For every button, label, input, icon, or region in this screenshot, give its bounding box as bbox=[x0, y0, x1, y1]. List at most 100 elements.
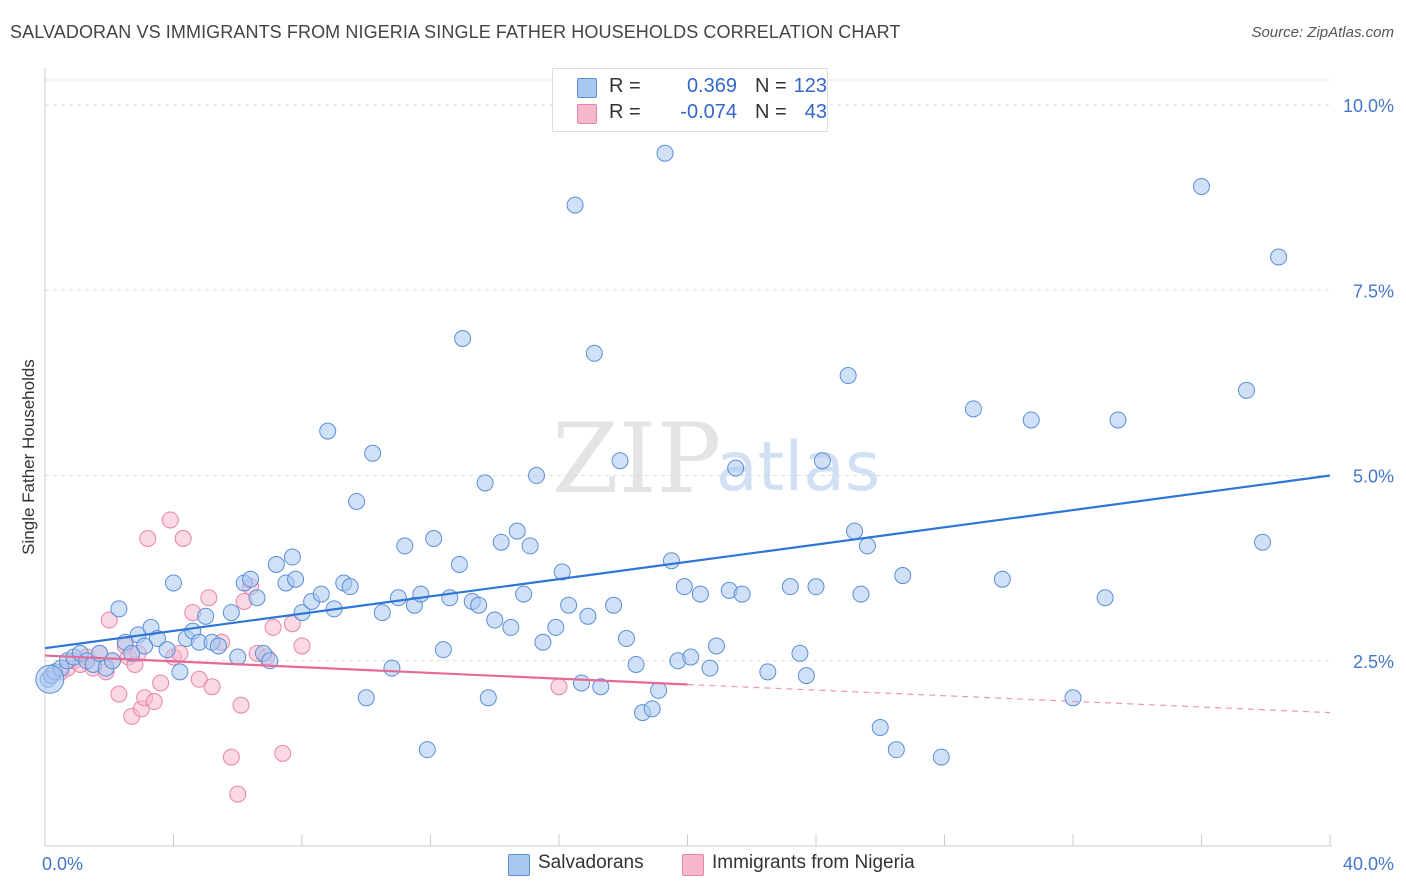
salvadoran-point bbox=[727, 459, 745, 477]
source-credit: Source: ZipAtlas.com bbox=[1251, 24, 1394, 41]
nigeria-point bbox=[222, 748, 240, 766]
salvadoran-point bbox=[396, 537, 414, 555]
salvadoran-point bbox=[701, 659, 719, 677]
salvadoran-point bbox=[434, 641, 452, 659]
salvadoran-point bbox=[502, 618, 520, 636]
salvadoran-point bbox=[611, 452, 629, 470]
salvadoran-point bbox=[508, 522, 526, 540]
salvadoran-point bbox=[852, 585, 870, 603]
salvadoran-point bbox=[248, 589, 266, 607]
legend-n-value: 43 bbox=[804, 101, 827, 123]
salvadoran-point bbox=[197, 607, 215, 625]
y-tick-label: 5.0% bbox=[1353, 467, 1394, 487]
salvadoran-point bbox=[592, 678, 610, 696]
axes bbox=[44, 68, 1332, 847]
nigeria-point bbox=[200, 589, 218, 607]
nigeria-point bbox=[145, 693, 163, 711]
nigeria-point bbox=[293, 637, 311, 655]
legend-n-label: N = bbox=[755, 75, 787, 97]
nigeria-point bbox=[264, 618, 282, 636]
nigeria-point bbox=[161, 511, 179, 529]
nigeria-points bbox=[42, 511, 568, 803]
x-tick-label-min: 0.0% bbox=[42, 854, 83, 874]
salvadoran-point bbox=[1109, 411, 1127, 429]
salvadoran-point bbox=[222, 604, 240, 622]
legend-swatch-blue bbox=[508, 854, 530, 876]
salvadoran-point bbox=[871, 718, 889, 736]
salvadoran-point bbox=[229, 648, 247, 666]
salvadoran-point bbox=[656, 144, 674, 162]
nigeria-point bbox=[190, 670, 208, 688]
salvadoran-point bbox=[733, 585, 751, 603]
nigeria-trend-extension bbox=[687, 683, 1331, 714]
legend-swatch-pink bbox=[682, 854, 704, 876]
nigeria-trend-line bbox=[44, 654, 688, 686]
salvadoran-point bbox=[1270, 248, 1288, 266]
salvadoran-point bbox=[165, 574, 182, 592]
salvadoran-point bbox=[807, 578, 825, 596]
salvadoran-point bbox=[650, 681, 668, 699]
salvadoran-point bbox=[605, 596, 623, 614]
y-tick-labels: 2.5% 5.0% 7.5% 10.0% bbox=[1343, 96, 1394, 672]
salvadoran-point bbox=[103, 652, 121, 670]
salvadoran-point bbox=[781, 578, 799, 596]
salvadoran-point bbox=[364, 444, 382, 462]
y-axis-title: Single Father Households bbox=[19, 359, 38, 555]
salvadoran-point bbox=[1064, 689, 1082, 707]
legend-n-value: 123 bbox=[793, 75, 827, 97]
salvadoran-point bbox=[617, 630, 635, 648]
legend-r-value: 0.369 bbox=[686, 75, 737, 97]
salvadoran-point bbox=[383, 659, 401, 677]
salvadoran-point bbox=[171, 663, 189, 681]
salvadoran-point bbox=[894, 567, 912, 585]
salvadoran-point bbox=[675, 578, 693, 596]
salvadoran-point bbox=[528, 467, 546, 485]
salvadoran-point bbox=[1237, 381, 1255, 399]
salvadoran-point bbox=[839, 366, 857, 384]
salvadoran-point bbox=[813, 452, 831, 470]
salvadoran-point bbox=[572, 674, 590, 692]
salvadoran-point bbox=[158, 641, 176, 659]
salvadoran-point bbox=[123, 644, 141, 662]
salvadoran-point bbox=[682, 648, 700, 666]
salvadoran-point bbox=[887, 741, 905, 759]
salvadoran-point bbox=[797, 667, 815, 685]
salvadoran-point bbox=[534, 633, 552, 651]
watermark: ZIP atlas bbox=[552, 403, 880, 515]
salvadoran-point bbox=[585, 344, 603, 362]
salvadoran-point bbox=[993, 570, 1011, 588]
salvadoran-point bbox=[492, 533, 510, 551]
salvadoran-point bbox=[470, 596, 488, 614]
salvadoran-point bbox=[110, 600, 128, 618]
salvadoran-point bbox=[691, 585, 709, 603]
salvadoran-point bbox=[1096, 589, 1114, 607]
nigeria-point bbox=[100, 611, 118, 629]
salvadoran-point bbox=[1254, 533, 1272, 551]
salvadoran-point bbox=[521, 537, 539, 555]
legend-swatch-pink bbox=[577, 104, 597, 124]
salvadoran-point bbox=[553, 563, 571, 581]
salvadoran-trend-line bbox=[44, 474, 1331, 650]
salvadoran-point bbox=[454, 329, 472, 347]
nigeria-point bbox=[174, 530, 192, 548]
salvadoran-point bbox=[566, 196, 584, 214]
salvadoran-point bbox=[858, 537, 876, 555]
salvadoran-point bbox=[791, 644, 809, 662]
nigeria-point bbox=[550, 678, 568, 696]
salvadoran-point bbox=[389, 589, 407, 607]
legend-swatch-blue bbox=[577, 78, 597, 98]
x-tick-label-max: 40.0% bbox=[1343, 854, 1394, 874]
salvadoran-point bbox=[932, 748, 950, 766]
salvadoran-point bbox=[662, 552, 680, 570]
legend-r-value: -0.074 bbox=[680, 101, 737, 123]
legend-r-label: R = bbox=[609, 75, 641, 97]
salvadoran-point bbox=[1022, 411, 1040, 429]
y-tick-label: 2.5% bbox=[1353, 652, 1394, 672]
salvadoran-point bbox=[964, 400, 982, 418]
y-tick-label: 10.0% bbox=[1343, 96, 1394, 116]
salvadoran-point bbox=[373, 604, 391, 622]
salvadoran-point bbox=[136, 637, 154, 655]
grid-lines bbox=[45, 79, 1332, 662]
salvadoran-point bbox=[412, 585, 430, 603]
